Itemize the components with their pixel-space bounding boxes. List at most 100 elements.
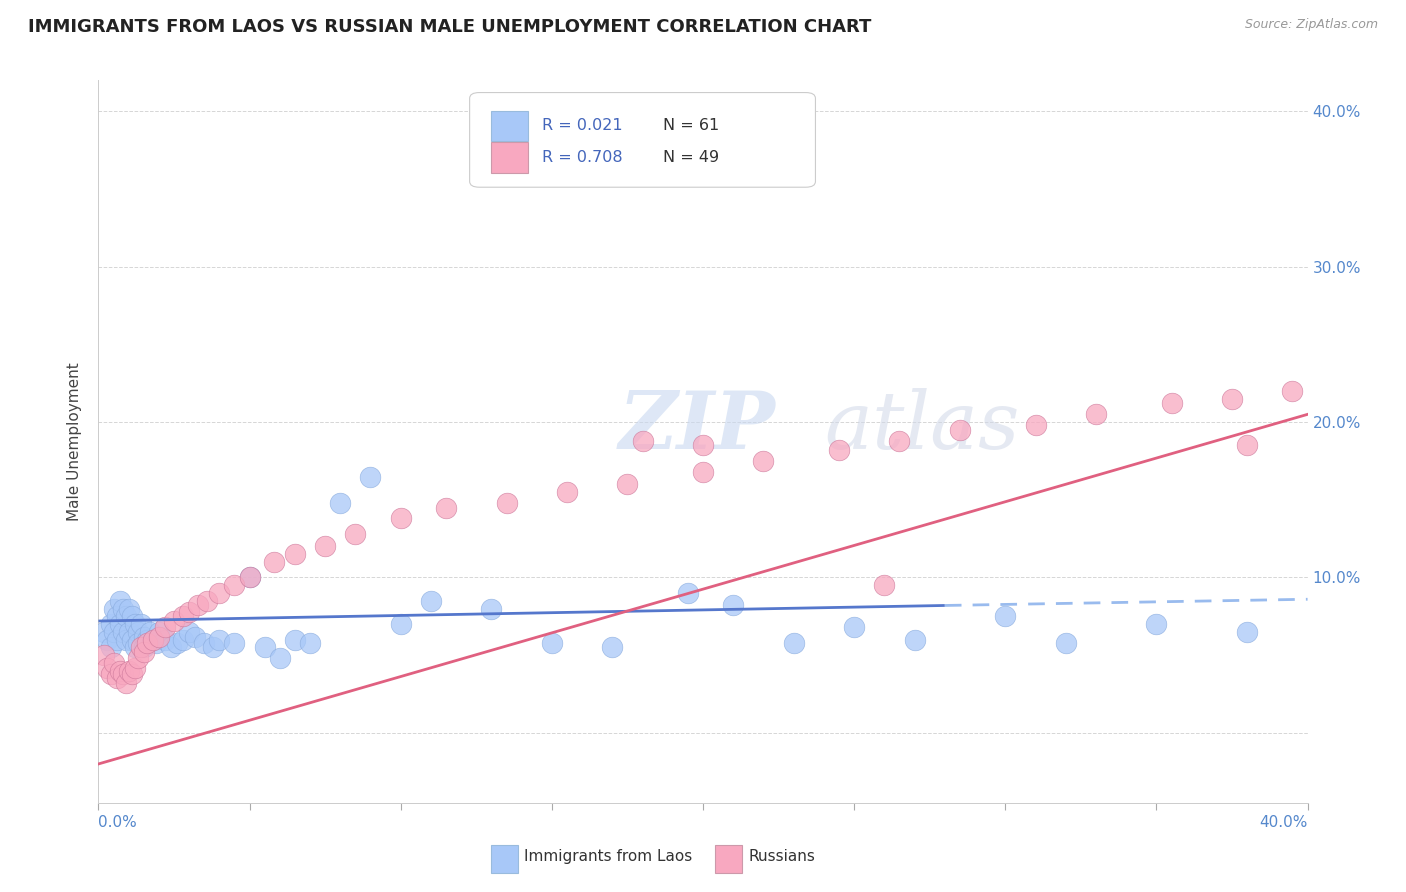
Point [263, 555, 285, 569]
Point [949, 423, 972, 437]
FancyBboxPatch shape [492, 846, 517, 873]
Point [692, 438, 714, 452]
Point [844, 620, 866, 634]
Text: Immigrants from Laos: Immigrants from Laos [524, 849, 692, 864]
Point [1054, 636, 1077, 650]
Point [114, 609, 136, 624]
Point [434, 500, 457, 515]
Point [127, 636, 149, 650]
Point [124, 617, 146, 632]
Point [692, 465, 714, 479]
Point [1160, 396, 1182, 410]
Text: N = 49: N = 49 [664, 150, 720, 165]
Point [202, 640, 225, 655]
Point [96, 632, 118, 647]
FancyBboxPatch shape [716, 846, 742, 873]
Point [135, 632, 157, 647]
Point [184, 630, 207, 644]
Point [105, 632, 128, 647]
Point [389, 617, 412, 632]
Point [172, 632, 194, 647]
Point [329, 496, 352, 510]
Point [723, 599, 745, 613]
Point [420, 594, 443, 608]
Point [111, 666, 134, 681]
Point [127, 624, 149, 639]
Point [96, 660, 118, 674]
Text: R = 0.021: R = 0.021 [543, 119, 623, 133]
Point [160, 640, 183, 655]
Text: 0.0%: 0.0% [98, 815, 138, 830]
Point [239, 570, 262, 584]
Point [195, 594, 218, 608]
Point [208, 586, 231, 600]
Text: Source: ZipAtlas.com: Source: ZipAtlas.com [1244, 18, 1378, 31]
Point [631, 434, 654, 448]
Point [145, 636, 167, 650]
Point [121, 632, 143, 647]
Point [224, 636, 246, 650]
Text: N = 61: N = 61 [664, 119, 720, 133]
Point [873, 578, 896, 592]
Point [93, 648, 115, 663]
Point [172, 609, 194, 624]
Point [135, 636, 157, 650]
Point [904, 632, 927, 647]
Point [103, 656, 125, 670]
Point [100, 640, 122, 655]
Point [127, 651, 149, 665]
Point [481, 601, 503, 615]
Point [1220, 392, 1243, 406]
Point [299, 636, 322, 650]
FancyBboxPatch shape [492, 143, 527, 173]
Point [114, 676, 136, 690]
Point [139, 624, 162, 639]
Point [132, 645, 155, 659]
Point [344, 527, 367, 541]
Point [1236, 624, 1258, 639]
Point [889, 434, 911, 448]
Point [111, 601, 134, 615]
Point [193, 636, 215, 650]
Point [783, 636, 806, 650]
Point [103, 601, 125, 615]
Point [1085, 408, 1108, 422]
Point [602, 640, 624, 655]
Point [208, 632, 231, 647]
Point [1144, 617, 1167, 632]
Point [994, 609, 1017, 624]
Point [828, 443, 851, 458]
Point [142, 632, 165, 647]
Text: atlas: atlas [824, 388, 1019, 466]
Point [389, 511, 412, 525]
FancyBboxPatch shape [470, 93, 815, 187]
Point [616, 477, 638, 491]
Point [166, 636, 188, 650]
Text: IMMIGRANTS FROM LAOS VS RUSSIAN MALE UNEMPLOYMENT CORRELATION CHART: IMMIGRANTS FROM LAOS VS RUSSIAN MALE UNE… [28, 18, 872, 36]
Point [187, 599, 209, 613]
Point [1236, 438, 1258, 452]
FancyBboxPatch shape [492, 111, 527, 141]
Point [142, 632, 165, 647]
Point [495, 496, 517, 510]
Text: R = 0.708: R = 0.708 [543, 150, 623, 165]
Point [540, 636, 562, 650]
Point [153, 632, 176, 647]
Point [148, 624, 170, 639]
Point [114, 632, 136, 647]
Point [118, 601, 141, 615]
Text: Russians: Russians [749, 849, 815, 864]
Point [153, 620, 176, 634]
Point [118, 624, 141, 639]
Point [163, 614, 186, 628]
Point [132, 630, 155, 644]
Point [752, 454, 775, 468]
Point [555, 485, 578, 500]
Point [179, 624, 201, 639]
Point [103, 624, 125, 639]
Point [148, 630, 170, 644]
Point [239, 570, 262, 584]
Point [129, 617, 152, 632]
Point [121, 666, 143, 681]
Point [360, 469, 382, 483]
